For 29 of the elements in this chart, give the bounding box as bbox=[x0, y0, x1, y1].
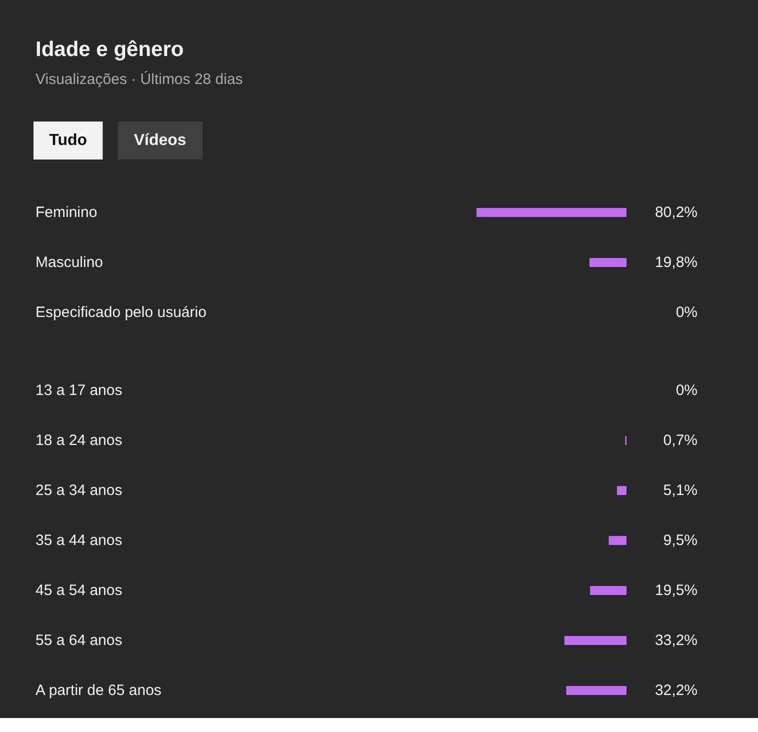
data-label: 5,1% bbox=[663, 482, 698, 499]
data-label: 19,5% bbox=[654, 582, 698, 599]
bar bbox=[616, 486, 626, 495]
data-label: 0% bbox=[676, 304, 698, 321]
y-tick-label: 45 a 54 anos bbox=[36, 582, 122, 599]
bar bbox=[564, 636, 626, 645]
data-label: 33,2% bbox=[654, 632, 698, 649]
text: Vídeos bbox=[134, 132, 186, 149]
y-tick-label: 13 a 17 anos bbox=[36, 382, 122, 399]
y-tick-label: 55 a 64 anos bbox=[36, 632, 122, 649]
bar bbox=[566, 686, 626, 695]
y-tick-label: Feminino bbox=[36, 204, 98, 221]
y-tick-label: Especificado pelo usuário bbox=[36, 304, 206, 321]
y-tick-label: 25 a 34 anos bbox=[36, 482, 122, 499]
data-label: 32,2% bbox=[654, 682, 698, 699]
text: Idade e gênero bbox=[36, 38, 184, 61]
data-label: 19,8% bbox=[654, 254, 698, 271]
y-tick-label: Masculino bbox=[36, 254, 104, 271]
y-tick-label: 35 a 44 anos bbox=[36, 532, 122, 549]
data-label: 0,7% bbox=[663, 432, 698, 449]
bar bbox=[590, 586, 626, 595]
data-label: 9,5% bbox=[663, 532, 698, 549]
data-label: 80,2% bbox=[654, 204, 698, 221]
text: Tudo bbox=[49, 132, 88, 149]
y-tick-label: 18 a 24 anos bbox=[36, 432, 122, 449]
y-tick-label: A partir de 65 anos bbox=[36, 682, 162, 699]
bar bbox=[608, 536, 626, 545]
text: Visualizações · Últimos 28 dias bbox=[36, 70, 243, 88]
data-label: 0% bbox=[676, 382, 698, 399]
